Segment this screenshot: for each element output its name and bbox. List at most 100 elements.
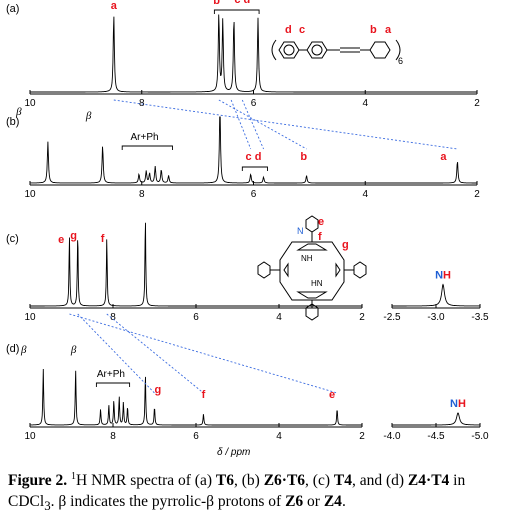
caption-z6t6: Z6·T6: [263, 472, 306, 489]
caption-text-2: , (b): [233, 472, 264, 489]
inset-tick-label-c: -3.5: [471, 312, 489, 323]
peak-annotation-c: g: [70, 230, 77, 242]
tick-label-c: 8: [110, 312, 116, 323]
peak-annotation-b: b: [300, 151, 307, 163]
panel-label-d: (d): [6, 343, 19, 355]
x-axis-label: δ / ppm: [217, 447, 250, 458]
peak-annotation-b: Ar+Ph: [131, 132, 159, 143]
tick-label-a: 6: [251, 98, 257, 109]
tick-label-a: 10: [24, 98, 36, 109]
nh-label-d: NH: [450, 398, 466, 410]
inset-tick-label-c: -2.5: [383, 312, 401, 323]
spectra-traces: [30, 14, 480, 426]
peak-annotation-c: e: [58, 234, 64, 246]
porphyrin-n-top: N: [297, 226, 304, 236]
nmr-figure: 10 8 6 4 2 10 8 6 4 2 10 8 6 4 2 10 8 6 4 2 -2.5 -3.0 -3.5 -4.0…: [6, 0, 489, 458]
bracket-ar-ph-d: [95, 382, 131, 387]
correlation-dash: [218, 99, 307, 150]
tick-label-d: 2: [359, 431, 365, 442]
oligomer-structure-diagram: [271, 39, 401, 61]
caption-sub3: 3: [44, 498, 51, 514]
peak-annotation-b: a: [440, 151, 447, 163]
tick-label-a: 4: [362, 98, 368, 109]
porphyrin-e-label: e: [318, 216, 324, 228]
tick-label-c: 2: [359, 312, 365, 323]
peak-annotation-a: b: [213, 0, 220, 7]
peak-annotation-a: a: [111, 0, 118, 12]
correlation-dashed-lines: [69, 99, 458, 394]
caption-text-4: , and (d): [351, 472, 408, 489]
inset-tick-label-d: -4.5: [427, 431, 445, 442]
caption-text-7: or: [303, 493, 324, 510]
tick-label-b: 6: [251, 189, 257, 200]
inset-trace-c: [392, 283, 480, 307]
caption-sup: 1: [71, 470, 76, 482]
figure-caption: Figure 2. 1H NMR spectra of (a) T6, (b) …: [8, 470, 500, 516]
peak-annotation-d: e: [329, 389, 335, 401]
tick-label-d: 8: [110, 431, 116, 442]
peak-annotation-d: f: [202, 389, 206, 401]
panel-labels: (a) (b) (c) (d): [6, 3, 19, 355]
peak-annotation-c: f: [101, 233, 105, 245]
correlation-dash: [106, 313, 204, 394]
tick-label-c: 4: [276, 312, 282, 323]
tick-label-b: 2: [474, 189, 480, 200]
caption-t4: T4: [333, 472, 352, 489]
caption-text-1: H NMR spectra of (a): [76, 472, 216, 489]
caption-text-5: in CDCl: [8, 472, 466, 510]
peak-annotation-b: β: [15, 106, 22, 118]
correlation-dash: [69, 313, 338, 394]
peak-annotation-a: c d: [234, 0, 250, 6]
bracket-cd-b: [241, 166, 268, 171]
caption-t6: T6: [215, 472, 234, 489]
correlation-dash: [230, 99, 252, 150]
bracket-ar-ph-b: [121, 145, 173, 150]
peak-annotation-d: Ar+Ph: [97, 369, 125, 380]
axes-group: 10 8 6 4 2 10 8 6 4 2 10 8 6 4 2 10 8 6 4 2 -2.5 -3.0 -3.5 -4.0…: [24, 90, 489, 442]
inset-tick-label-c: -3.0: [427, 312, 445, 323]
panel-label-a: (a): [6, 3, 19, 15]
structure-label-a: a: [385, 24, 392, 36]
caption-z6: Z6: [285, 493, 304, 510]
caption-text-8: .: [341, 493, 346, 510]
tick-label-b: 10: [24, 189, 36, 200]
panel-label-c: (c): [6, 233, 19, 245]
structure-label-c: c: [299, 24, 305, 36]
panel-label-b: (b): [6, 116, 19, 128]
tick-label-a: 8: [139, 98, 145, 109]
porphyrin-structure-diagram: [257, 215, 367, 321]
caption-t4b: T4: [431, 472, 450, 489]
porphyrin-g-label: g: [342, 239, 349, 251]
structure-label-b: b: [370, 24, 377, 36]
porphyrin-f-label: f: [318, 231, 322, 243]
tick-label-c: 6: [193, 312, 199, 323]
tick-label-d: 4: [276, 431, 282, 442]
nh-label-c: NH: [435, 270, 451, 282]
caption-z4b: Z4: [323, 493, 342, 510]
tick-label-b: 4: [362, 189, 368, 200]
porphyrin-nh-label: NH: [301, 254, 313, 263]
peak-annotation-d: β: [20, 344, 27, 356]
tick-label-b: 8: [139, 189, 145, 200]
peak-annotation-d: g: [154, 384, 161, 396]
spectrum-trace-d: [30, 368, 362, 426]
structure-label-d: d: [285, 24, 292, 36]
tick-label-a: 2: [474, 98, 480, 109]
caption-z4: Z4·: [407, 472, 432, 489]
spectrum-trace-a: [30, 14, 477, 93]
bracket-cd-a: [213, 9, 260, 14]
peak-annotation-d: β: [70, 344, 77, 356]
tick-label-c: 10: [24, 312, 36, 323]
inset-tick-label-d: -4.0: [383, 431, 401, 442]
structure-subscript: 6: [398, 56, 403, 66]
tick-label-d: 10: [24, 431, 36, 442]
peak-annotation-b: c d: [246, 151, 262, 163]
correlation-dash: [241, 99, 264, 150]
porphyrin-hn-label: HN: [311, 279, 323, 288]
caption-prefix: Figure 2.: [8, 472, 68, 489]
tick-label-d: 6: [193, 431, 199, 442]
peak-annotation-b: β: [85, 110, 92, 122]
caption-text-3: , (c): [305, 472, 334, 489]
correlation-dash: [77, 313, 155, 394]
